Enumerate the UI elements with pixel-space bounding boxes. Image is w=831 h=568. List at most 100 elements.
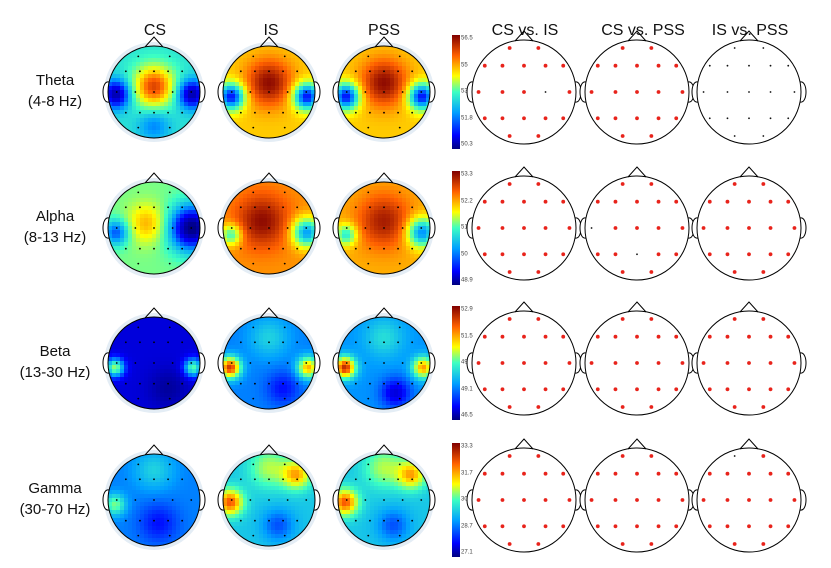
electrode-marker (181, 206, 184, 209)
significant-electrode (707, 387, 712, 392)
significant-electrode (674, 334, 679, 339)
electrode-marker (420, 227, 423, 229)
electrode-marker (239, 478, 242, 481)
head-outline (696, 310, 802, 416)
head-right-ear (799, 489, 807, 511)
electrode-marker (345, 227, 348, 229)
electrode-marker (367, 534, 370, 537)
significant-electrode (620, 134, 625, 138)
electrode-marker (283, 326, 286, 329)
electrode-marker (268, 206, 270, 209)
significant-electrode (635, 498, 639, 502)
electrode-marker (124, 111, 127, 114)
electrode-marker (296, 111, 299, 114)
head-nose (739, 166, 759, 178)
significant-electrode (543, 387, 548, 392)
electrode-marker (354, 70, 357, 73)
electrode-marker (305, 499, 308, 501)
column-header-is: IS (263, 22, 279, 39)
nonsignificant-electrode (636, 253, 638, 256)
head-outline (107, 453, 201, 547)
electrode-marker (167, 341, 169, 344)
significant-electrode (522, 498, 526, 502)
electrode-marker (181, 341, 184, 344)
electrode-marker (168, 262, 171, 265)
electrode-marker (282, 519, 284, 522)
electrode-marker (254, 247, 256, 250)
band-range: (8-13 Hz) (23, 229, 87, 246)
significant-electrode (613, 334, 618, 339)
significant-electrode (725, 498, 730, 502)
head-outline (222, 45, 316, 139)
significant-electrode (561, 63, 566, 68)
electrode-marker (252, 534, 255, 537)
significant-electrode (732, 182, 737, 186)
electrode-marker (383, 70, 385, 73)
significant-electrode (747, 524, 751, 529)
significant-electrode (543, 116, 548, 121)
head-outline (584, 310, 690, 416)
head-left-ear (102, 217, 110, 239)
significant-electrode (620, 542, 625, 546)
electrode-marker (401, 362, 404, 364)
electrode-marker (254, 111, 256, 114)
column-header-cs-vs-pss: CS vs. PSS (601, 22, 685, 39)
significant-electrode (635, 361, 639, 365)
head-outline (696, 39, 802, 145)
topomap-cs-gamma (102, 444, 206, 550)
nonsignificant-electrode (793, 91, 796, 93)
electrode-marker (398, 326, 401, 329)
electrode-marker (239, 111, 242, 114)
head-left-ear (579, 81, 587, 103)
electrode-marker (139, 70, 141, 73)
electrode-marker (364, 227, 367, 229)
significance-map-cs-vs-is-alpha (466, 166, 582, 281)
head-nose (514, 438, 534, 450)
significant-electrode (707, 334, 712, 339)
significant-electrode (482, 199, 487, 204)
significant-electrode (500, 334, 505, 339)
colorbar-tick-label: 51.5 (461, 333, 473, 339)
electrode-marker (252, 326, 255, 329)
electrode-marker (167, 247, 169, 250)
significant-electrode (482, 63, 487, 68)
head-outline (337, 45, 431, 139)
head-nose (374, 307, 394, 319)
electrode-marker (134, 499, 137, 501)
electrode-marker (282, 247, 284, 250)
significance-map-is-vs-pss-gamma (691, 438, 807, 553)
significant-electrode (595, 199, 600, 204)
significant-electrode (786, 387, 791, 392)
electrode-marker (367, 191, 370, 194)
significance-map-is-vs-pss-beta (691, 301, 807, 416)
row-label-theta: Theta (4-8 Hz) (10, 70, 100, 112)
electrode-marker (124, 206, 127, 209)
colorbar-beta (452, 306, 460, 420)
nonsignificant-electrode (708, 117, 711, 120)
significant-electrode (536, 542, 541, 546)
electrode-marker (171, 91, 174, 93)
electrode-marker (124, 478, 127, 481)
significant-electrode (786, 334, 791, 339)
electrode-marker (286, 227, 289, 229)
significant-electrode (725, 334, 730, 339)
topomap-is-beta (217, 307, 321, 413)
significant-electrode (482, 116, 487, 121)
nonsignificant-electrode (726, 117, 729, 120)
head-right-ear (428, 81, 436, 103)
significant-electrode (701, 361, 706, 365)
significant-electrode (500, 199, 505, 204)
band-range: (4-8 Hz) (27, 93, 83, 110)
band-name: Alpha (35, 208, 75, 225)
significant-electrode (620, 454, 625, 458)
electrode-marker (137, 191, 140, 194)
colorbar-tick-label: 50.3 (461, 141, 473, 148)
significant-electrode (536, 317, 541, 321)
electrode-marker (252, 262, 255, 265)
significant-electrode (561, 471, 566, 476)
nonsignificant-electrode (590, 227, 593, 229)
significant-electrode (635, 334, 639, 339)
topomap-surface (108, 182, 200, 274)
colorbar-tick-label: 28.7 (461, 523, 473, 529)
electrode-marker (286, 499, 289, 501)
